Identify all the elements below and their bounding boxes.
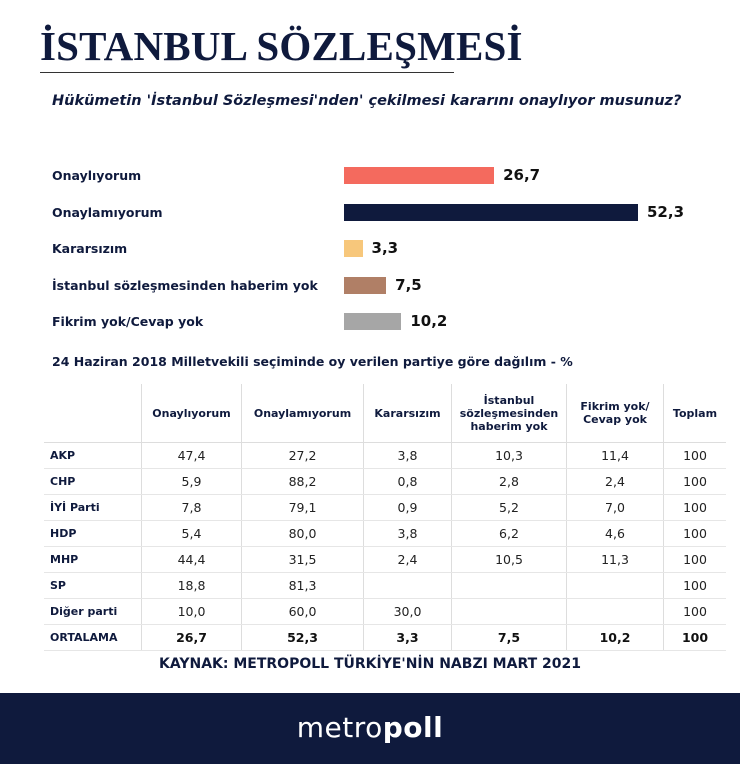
table-cell: 6,2 bbox=[451, 520, 567, 547]
table-cell: 52,3 bbox=[241, 624, 364, 651]
bar-label: İstanbul sözleşmesinden haberim yok bbox=[52, 277, 318, 293]
row-label: İYİ Parti bbox=[44, 494, 142, 521]
column-header bbox=[44, 384, 142, 443]
table-cell: 30,0 bbox=[363, 598, 452, 625]
table-row: CHP 5,9 88,2 0,8 2,8 2,4 100 bbox=[44, 468, 726, 495]
page-title: İSTANBUL SÖZLEŞMESİ bbox=[40, 23, 523, 69]
table-header-row: Onaylıyorum Onaylamıyorum Kararsızım İstanb… bbox=[44, 384, 726, 443]
table-cell: 2,8 bbox=[451, 468, 567, 495]
table-cell: 100 bbox=[663, 572, 726, 599]
table-cell: 79,1 bbox=[241, 494, 364, 521]
table-cell bbox=[566, 572, 664, 599]
table-cell: 0,9 bbox=[363, 494, 452, 521]
table-cell: 10,5 bbox=[451, 546, 567, 573]
table-cell: 5,9 bbox=[141, 468, 242, 495]
table-row: İYİ Parti 7,8 79,1 0,9 5,2 7,0 100 bbox=[44, 494, 726, 521]
table-cell: 5,2 bbox=[451, 494, 567, 521]
table-row: ORTALAMA 26,7 52,3 3,3 7,5 10,2 100 bbox=[44, 624, 726, 651]
table-cell: 100 bbox=[663, 494, 726, 521]
table-cell: 100 bbox=[663, 598, 726, 625]
table-cell: 44,4 bbox=[141, 546, 242, 573]
table-cell: 100 bbox=[663, 546, 726, 573]
table-cell: 80,0 bbox=[241, 520, 364, 547]
table-cell: 3,8 bbox=[363, 520, 452, 547]
bar-value-label: 52,3 bbox=[647, 202, 685, 221]
row-label: AKP bbox=[44, 442, 142, 469]
table-cell: 26,7 bbox=[141, 624, 242, 651]
table-cell: 7,8 bbox=[141, 494, 242, 521]
bar bbox=[344, 240, 363, 257]
bar-value-label: 7,5 bbox=[395, 275, 422, 294]
row-label: CHP bbox=[44, 468, 142, 495]
title-divider bbox=[40, 72, 454, 73]
source-note: KAYNAK: METROPOLL TÜRKİYE'NİN NABZI MART… bbox=[159, 656, 581, 672]
row-label: Diğer parti bbox=[44, 598, 142, 625]
table-cell: 4,6 bbox=[566, 520, 664, 547]
table-cell: 3,8 bbox=[363, 442, 452, 469]
party-breakdown-table: Onaylıyorum Onaylamıyorum Kararsızım İstanb… bbox=[44, 384, 726, 651]
table-cell: 10,2 bbox=[566, 624, 664, 651]
table-cell: 31,5 bbox=[241, 546, 364, 573]
table-cell: 2,4 bbox=[566, 468, 664, 495]
table-cell: 47,4 bbox=[141, 442, 242, 469]
table-cell: 100 bbox=[663, 624, 726, 651]
row-label: ORTALAMA bbox=[44, 624, 142, 651]
row-label: MHP bbox=[44, 546, 142, 573]
table-row: AKP 47,4 27,2 3,8 10,3 11,4 100 bbox=[44, 442, 726, 469]
table-cell: 7,0 bbox=[566, 494, 664, 521]
bar-label: Onaylamıyorum bbox=[52, 204, 163, 220]
table-cell bbox=[451, 572, 567, 599]
bar-label: Onaylıyorum bbox=[52, 168, 142, 183]
table-cell: 100 bbox=[663, 468, 726, 495]
table-cell: 5,4 bbox=[141, 520, 242, 547]
table-cell bbox=[363, 572, 452, 599]
column-header: Onaylamıyorum bbox=[241, 384, 364, 443]
table-cell: 27,2 bbox=[241, 442, 364, 469]
bar-label: Fikrim yok/Cevap yok bbox=[52, 314, 204, 329]
logo-text-light: metro bbox=[296, 711, 383, 744]
survey-question: Hükümetin 'İstanbul Sözleşmesi'nden' çek… bbox=[52, 93, 682, 109]
table-cell: 18,8 bbox=[141, 572, 242, 599]
column-header: Kararsızım bbox=[363, 384, 452, 443]
table-cell: 100 bbox=[663, 442, 726, 469]
table-cell: 0,8 bbox=[363, 468, 452, 495]
table-cell: 11,4 bbox=[566, 442, 664, 469]
bar-label: Kararsızım bbox=[52, 241, 128, 256]
column-header: Toplam bbox=[663, 384, 726, 443]
column-header: Onaylıyorum bbox=[141, 384, 242, 443]
bar bbox=[344, 167, 495, 184]
table-cell bbox=[451, 598, 567, 625]
logo-text-bold: poll bbox=[382, 711, 444, 744]
footer-bar: metropoll bbox=[0, 693, 740, 764]
table-cell: 11,3 bbox=[566, 546, 664, 573]
column-header: İstanbul sözleşmesinden haberim yok bbox=[451, 384, 567, 443]
table-cell: 10,0 bbox=[141, 598, 242, 625]
table-cell: 88,2 bbox=[241, 468, 364, 495]
table-cell: 10,3 bbox=[451, 442, 567, 469]
table-row: SP 18,8 81,3 100 bbox=[44, 572, 726, 599]
bar bbox=[344, 276, 387, 294]
table-cell: 60,0 bbox=[241, 598, 364, 625]
bar-value-label: 10,2 bbox=[410, 312, 448, 330]
column-header: Fikrim yok/ Cevap yok bbox=[566, 384, 664, 443]
table-cell: 100 bbox=[663, 520, 726, 547]
table-cell bbox=[566, 598, 664, 625]
bar bbox=[344, 203, 638, 221]
table-cell: 81,3 bbox=[241, 572, 364, 599]
table-row: MHP 44,4 31,5 2,4 10,5 11,3 100 bbox=[44, 546, 726, 573]
table-subtitle: 24 Haziran 2018 Milletvekili seçiminde o… bbox=[52, 354, 573, 369]
metropoll-logo: metropoll bbox=[0, 711, 740, 744]
row-label: HDP bbox=[44, 520, 142, 547]
table-row: Diğer parti 10,0 60,0 30,0 100 bbox=[44, 598, 726, 625]
bar bbox=[344, 313, 402, 330]
table-row: HDP 5,4 80,0 3,8 6,2 4,6 100 bbox=[44, 520, 726, 547]
row-label: SP bbox=[44, 572, 142, 599]
bar-value-label: 26,7 bbox=[503, 166, 541, 184]
table-cell: 3,3 bbox=[363, 624, 452, 651]
bar-value-label: 3,3 bbox=[371, 239, 399, 257]
table-cell: 7,5 bbox=[451, 624, 567, 651]
table-cell: 2,4 bbox=[363, 546, 452, 573]
